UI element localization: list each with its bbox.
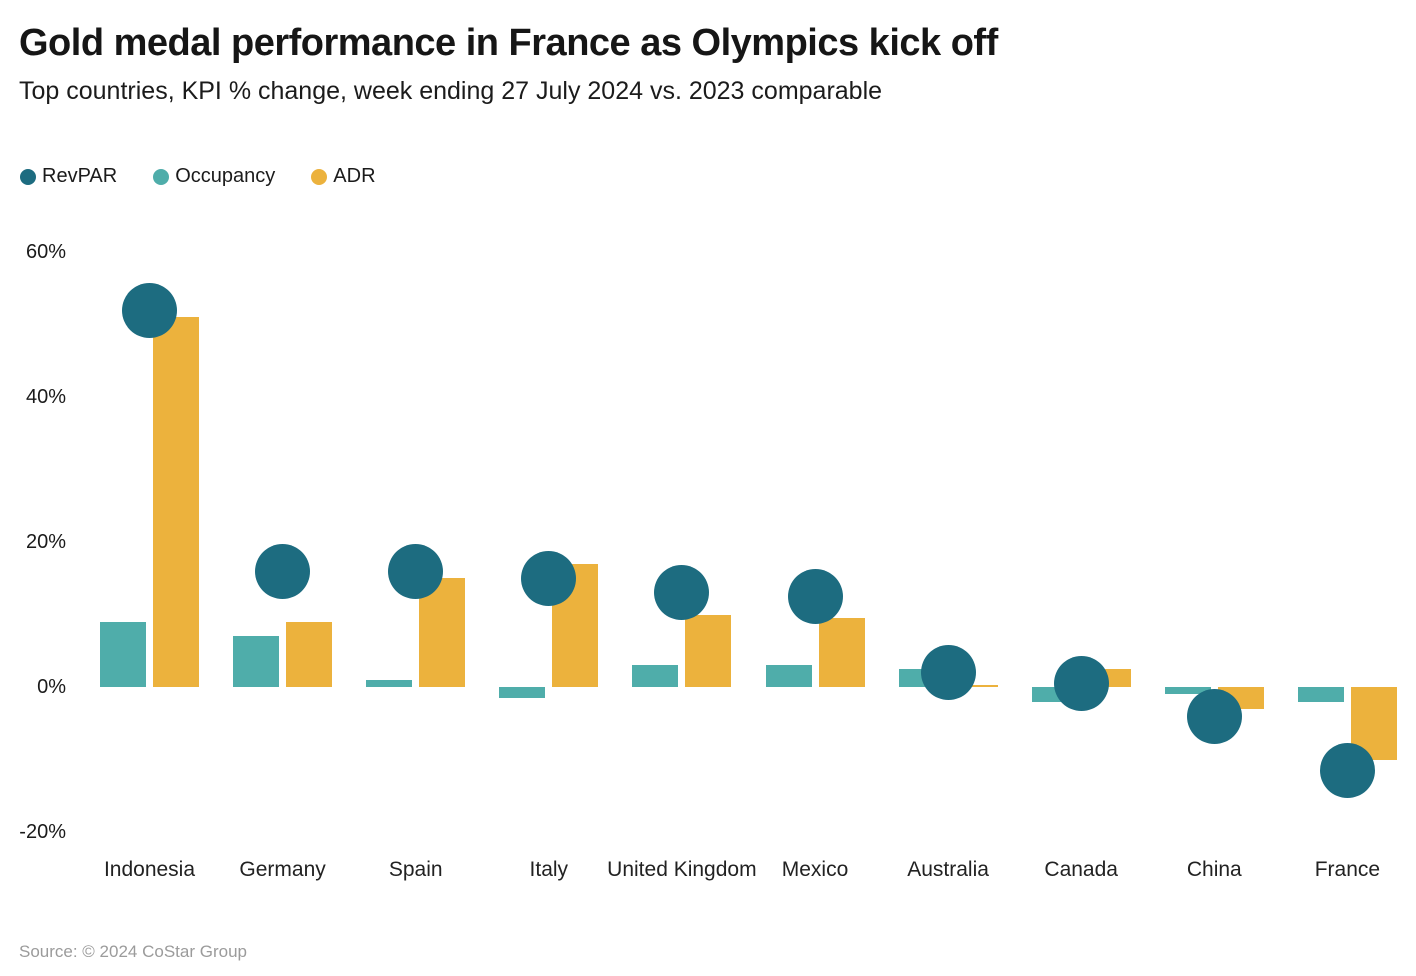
source-credit: Source: © 2024 CoStar Group [19,942,247,961]
revpar-marker-canada [1053,655,1109,711]
revpar-marker-france [1319,742,1375,798]
adr-bar-mexico [818,618,865,687]
y-axis-tick-label: 60% [25,241,66,263]
adr-bar-united-kingdom [685,614,732,687]
adr-dot-icon [311,168,328,185]
legend-label: RevPAR [42,165,118,187]
occupancy-dot-icon [153,168,170,185]
page-subtitle: Top countries, KPI % change, week ending… [19,77,883,105]
revpar-marker-australia [920,645,976,700]
adr-bar-australia [951,684,998,687]
legend-item-revpar: RevPAR [20,165,117,188]
y-axis-tick-label: -20% [19,821,66,843]
y-axis-tick-label: 40% [25,386,66,408]
revpar-marker-indonesia [122,282,177,338]
adr-bar-indonesia [153,317,199,687]
legend-item-adr: ADR [311,165,376,188]
x-axis-label-italy: Italy [529,858,569,881]
x-axis-label-united-kingdom: United Kingdom [607,858,757,881]
y-axis-tick-label: 0% [37,676,66,698]
legend: RevPAR Occupancy ADR [20,165,376,188]
occupancy-bar-spain [366,679,413,687]
revpar-marker-china [1186,688,1242,744]
occupancy-bar-united-kingdom [632,665,679,687]
x-axis-label-france: France [1314,858,1381,881]
revpar-marker-mexico [787,568,843,624]
y-axis-tick-label: 20% [25,531,66,553]
x-axis-label-germany: Germany [239,858,326,881]
revpar-marker-germany [255,543,311,599]
legend-label: ADR [333,165,376,187]
revpar-marker-spain [388,543,444,599]
occupancy-bar-germany [233,636,280,687]
occupancy-bar-china [1164,687,1211,695]
revpar-marker-united-kingdom [654,565,710,621]
page-title: Gold medal performance in France as Olym… [19,22,998,64]
occupancy-bar-italy [499,687,546,698]
x-axis-label-australia: Australia [907,858,989,881]
x-axis-label-spain: Spain [388,858,443,881]
adr-bar-germany [286,621,333,687]
x-axis-label-mexico: Mexico [781,858,849,881]
occupancy-bar-france [1297,687,1344,702]
legend-label: Occupancy [175,165,276,187]
legend-item-occupancy: Occupancy [153,165,275,188]
occupancy-bar-mexico [765,665,812,687]
occupancy-bar-indonesia [100,621,146,687]
x-axis-label-china: China [1186,858,1242,881]
x-axis-label-indonesia: Indonesia [103,858,196,881]
revpar-marker-italy [521,550,577,606]
revpar-dot-icon [20,168,36,185]
x-axis-label-canada: Canada [1044,858,1118,881]
